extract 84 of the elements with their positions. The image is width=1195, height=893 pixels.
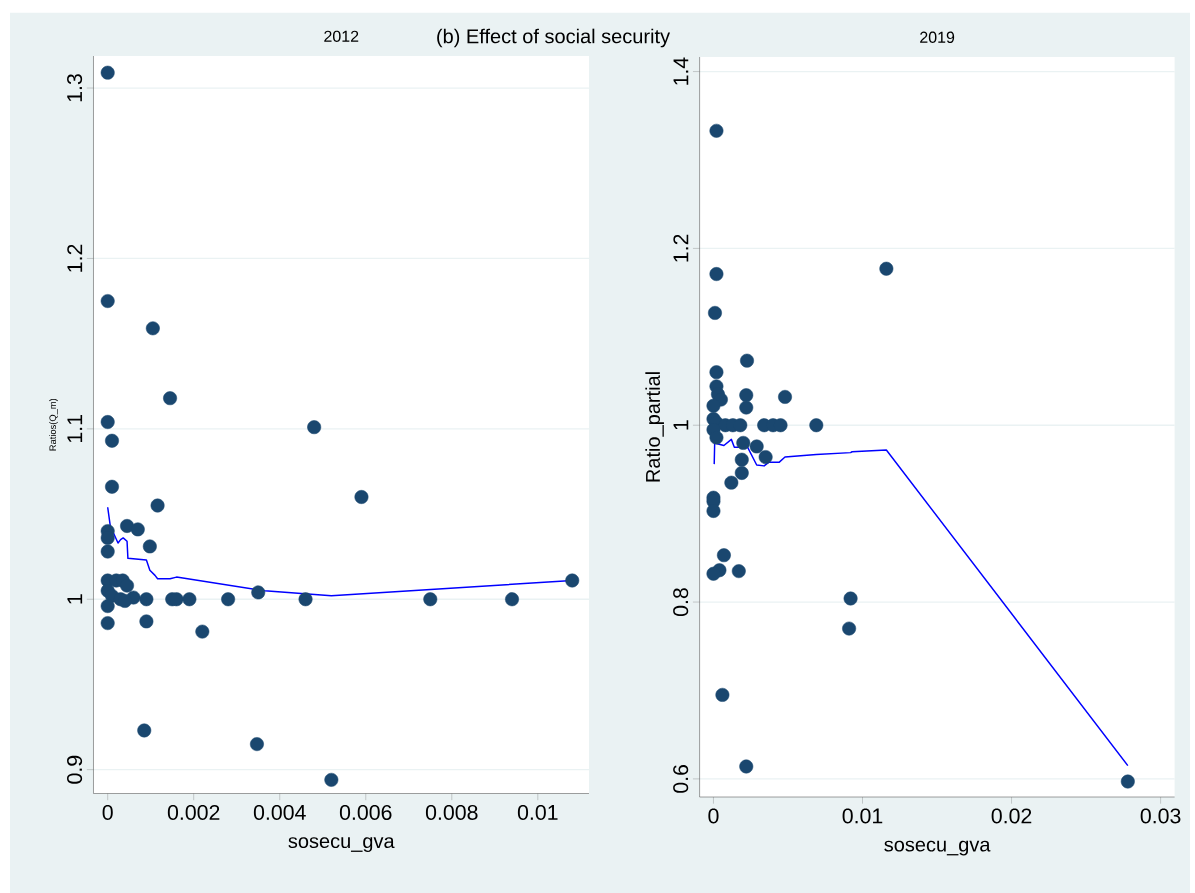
y-axis-title: Ratios(Q_m): [49, 398, 58, 451]
x-tick-label: 0.01: [517, 804, 558, 820]
y-tick-label: 0.9: [67, 755, 83, 784]
x-tick-label: 0.004: [253, 804, 306, 820]
point: [120, 578, 134, 593]
y-tick-label: 0.8: [673, 588, 689, 617]
point: [163, 391, 177, 406]
point: [137, 723, 152, 738]
x-tick-label: 0: [102, 804, 113, 820]
point: [709, 267, 724, 281]
point: [195, 624, 210, 639]
y-tick-label: 1.3: [67, 74, 83, 102]
point: [100, 544, 115, 559]
point: [708, 306, 722, 320]
point: [298, 592, 313, 607]
x-tick-label: 0.02: [991, 808, 1032, 824]
point: [739, 400, 754, 415]
point: [1120, 774, 1135, 789]
point: [709, 365, 724, 380]
point: [142, 539, 157, 554]
point: [724, 475, 739, 490]
point: [105, 433, 119, 448]
point: [749, 439, 764, 454]
point: [423, 592, 438, 607]
point: [734, 452, 749, 467]
y-tick-label: 1.4: [673, 57, 689, 85]
point: [100, 599, 115, 613]
point: [117, 594, 132, 608]
text: (b) Effect of social security: [437, 28, 671, 48]
point: [739, 388, 754, 403]
point: [130, 522, 145, 537]
x-tick-label: 0.006: [339, 804, 392, 820]
point: [505, 592, 519, 607]
point: [150, 498, 165, 513]
point: [843, 591, 858, 606]
point: [740, 353, 754, 368]
point: [139, 592, 154, 607]
y-tick-label: 1: [673, 420, 689, 430]
point: [221, 592, 236, 607]
point: [251, 585, 266, 600]
point: [736, 435, 751, 450]
x-tick-label: 0.01: [842, 808, 883, 824]
x-axis-title: sosecu_gva: [884, 840, 991, 856]
point: [354, 490, 369, 504]
point: [100, 616, 115, 631]
point: [716, 548, 731, 563]
point: [100, 294, 115, 308]
y-tick-label: 1: [67, 594, 83, 604]
y-tick-label: 1.2: [673, 234, 689, 262]
x-tick-label: 0.002: [167, 804, 220, 820]
point: [842, 621, 857, 636]
point: [715, 687, 730, 702]
point: [739, 759, 754, 774]
x-tick-label: 0.008: [425, 804, 478, 820]
point: [145, 321, 160, 336]
point: [709, 430, 724, 445]
point: [879, 261, 894, 276]
x-tick-label: 0.03: [1140, 808, 1181, 824]
chart-title: 2019: [920, 31, 955, 43]
point: [709, 123, 724, 138]
point: [758, 450, 773, 464]
y-tick-label: 1.1: [67, 415, 83, 443]
point: [809, 418, 824, 433]
point: [105, 479, 119, 494]
y-axis-title: Ratio_partial: [645, 372, 664, 482]
point: [706, 566, 721, 581]
point: [731, 564, 746, 579]
y-tick-label: 1.2: [67, 244, 83, 272]
point: [307, 420, 322, 435]
point: [250, 737, 264, 752]
point: [182, 592, 197, 607]
y-tick-label: 0.6: [673, 765, 689, 793]
x-axis-title: sosecu_gva: [288, 837, 395, 853]
point: [565, 573, 580, 588]
point: [324, 772, 339, 787]
point: [139, 614, 154, 629]
point: [100, 415, 115, 429]
x-tick-label: 0: [708, 808, 719, 824]
point: [734, 466, 749, 480]
point: [706, 504, 721, 518]
point: [778, 389, 792, 404]
point: [100, 65, 115, 80]
point: [706, 398, 721, 413]
chart-title: 2012: [324, 30, 359, 42]
